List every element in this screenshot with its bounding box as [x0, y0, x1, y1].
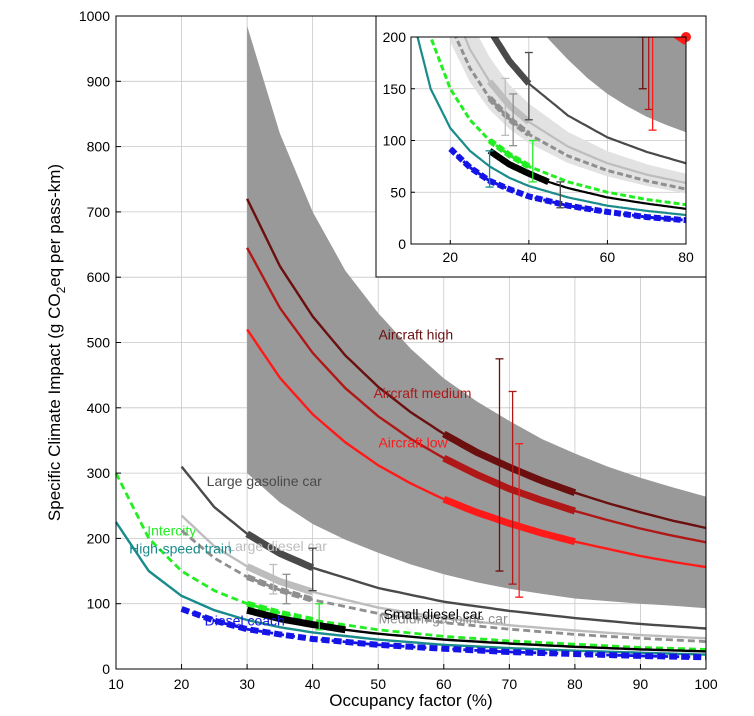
- inset-series-emphasis-small-diesel-car: [487, 148, 550, 185]
- x-tick-label: 10: [108, 676, 124, 692]
- x-tick-label: 100: [694, 676, 718, 692]
- inset-y-tick-label: 200: [383, 29, 407, 45]
- series-label-diesel-coach: Diesel coach: [205, 613, 285, 629]
- inset-series-emphasis-intercity: [487, 138, 531, 169]
- error-bar: [495, 358, 504, 572]
- y-tick-label: 300: [87, 465, 111, 481]
- series-large-diesel-car: Large diesel car: [180, 514, 707, 640]
- inset-series-large-gasoline-car: [492, 37, 686, 165]
- inset-y-tick-label: 150: [383, 81, 407, 97]
- inset-error-bar: [644, 37, 653, 111]
- series-label-small-diesel-car: Small diesel car: [383, 606, 482, 622]
- y-tick-label: 100: [87, 596, 111, 612]
- inset-error-bar: [501, 77, 510, 136]
- y-tick-label: 700: [87, 204, 111, 220]
- inset-x-tick-label: 40: [521, 249, 537, 265]
- inset-error-bar: [509, 93, 518, 147]
- y-tick-label: 600: [87, 269, 111, 285]
- series-medium-gasoline-car: Medium gasoline car: [180, 529, 707, 643]
- y-tick-label: 500: [87, 335, 111, 351]
- inset-series-emphasis-medium-gasoline-car: [487, 96, 531, 137]
- inset-plot: 20 40 60 80 0 50 100 150 200: [375, 15, 707, 278]
- series-label-aircraft-low: Aircraft low: [378, 434, 448, 450]
- series-emphasis-large-gasoline-car: [245, 530, 315, 572]
- series-label-large-diesel-car: Large diesel car: [227, 538, 327, 554]
- inset-content: [411, 37, 686, 244]
- series-aircraft-low: Aircraft low: [246, 328, 707, 569]
- error-bar: [315, 603, 324, 631]
- x-axis-label: Occupancy factor (%): [329, 691, 492, 710]
- inset-series-emphasis-large-gasoline-car: [490, 37, 532, 86]
- x-tick-label: 30: [239, 676, 255, 692]
- series-aircraft-medium: Aircraft medium: [246, 247, 707, 544]
- inset-aircraft-band: [546, 37, 686, 133]
- series-emphasis-aircraft-low: [442, 495, 576, 546]
- x-tick-label: 60: [436, 676, 452, 692]
- y-tick-label: 1000: [79, 8, 110, 24]
- inset-error-bar: [638, 37, 647, 90]
- inset-y-tick-label: 100: [383, 133, 407, 149]
- x-tick-label: 50: [370, 676, 386, 692]
- y-tick-label: 0: [102, 661, 110, 677]
- inset-y-tick-label: 50: [390, 184, 406, 200]
- series-aircraft-high: Aircraft high: [246, 198, 707, 530]
- inset-error-bar: [524, 51, 533, 121]
- inset-error-bar: [485, 150, 494, 188]
- series-line-high-speed-train: [115, 521, 707, 656]
- error-bar: [508, 390, 517, 585]
- inset-x-tick-label: 20: [442, 249, 458, 265]
- series-large-gasoline-car: Large gasoline car: [180, 465, 707, 630]
- inset-series-emphasis-large-diesel-car: [487, 79, 532, 125]
- inset-series-intercity: [429, 37, 686, 207]
- series-emphasis-aircraft-medium: [442, 454, 576, 515]
- series-emphasis-large-diesel-car: [245, 563, 314, 596]
- error-bar: [282, 573, 291, 605]
- series-emphasis-aircraft-high: [442, 430, 577, 496]
- x-tick-label: 40: [305, 676, 321, 692]
- error-bar: [269, 563, 278, 595]
- series-diesel-coach: Diesel coach: [180, 606, 707, 661]
- series-label-high-speed-train: High-speed train: [129, 541, 232, 557]
- series-label-medium-gasoline-car: Medium gasoline car: [378, 611, 508, 627]
- main-plot: Aircraft high Aircraft medium Aircraft low…: [45, 8, 718, 710]
- y-axis-label: Specific Climate Impact (g CO2eq per pas…: [45, 164, 68, 521]
- inset-error-bar: [648, 37, 657, 131]
- series-small-diesel-car: Small diesel car: [246, 606, 707, 653]
- inset-error-bar: [528, 139, 537, 183]
- x-tick-label: 80: [567, 676, 583, 692]
- error-bar: [308, 547, 317, 592]
- series-line-medium-gasoline-car: [180, 529, 707, 643]
- error-bar: [515, 443, 524, 598]
- series-high-speed-train: High-speed train: [115, 521, 707, 656]
- inset-error-bar: [556, 181, 565, 209]
- series-label-aircraft-high: Aircraft high: [378, 327, 453, 343]
- x-tick-label: 70: [502, 676, 518, 692]
- aircraft-uncertainty-band: [247, 25, 706, 609]
- y-tick-label: 200: [87, 530, 111, 546]
- inset-series-high-speed-train: [416, 37, 686, 217]
- series-emphasis-diesel-coach: [180, 606, 707, 661]
- series-label-aircraft-medium: Aircraft medium: [373, 385, 471, 401]
- y-tick-label: 400: [87, 400, 111, 416]
- series-label-large-gasoline-car: Large gasoline car: [207, 473, 323, 489]
- series-label-intercity: Intercity: [147, 522, 196, 538]
- y-tick-label: 800: [87, 139, 111, 155]
- inset-x-tick-label: 80: [678, 249, 694, 265]
- x-tick-label: 90: [633, 676, 649, 692]
- inset-x-tick-label: 60: [600, 249, 616, 265]
- inset-y-tick-label: 0: [398, 236, 406, 252]
- series-emphasis-small-diesel-car: [246, 606, 346, 634]
- x-tick-label: 20: [174, 676, 190, 692]
- y-tick-label: 900: [87, 73, 111, 89]
- series-line-intercity: [114, 472, 707, 651]
